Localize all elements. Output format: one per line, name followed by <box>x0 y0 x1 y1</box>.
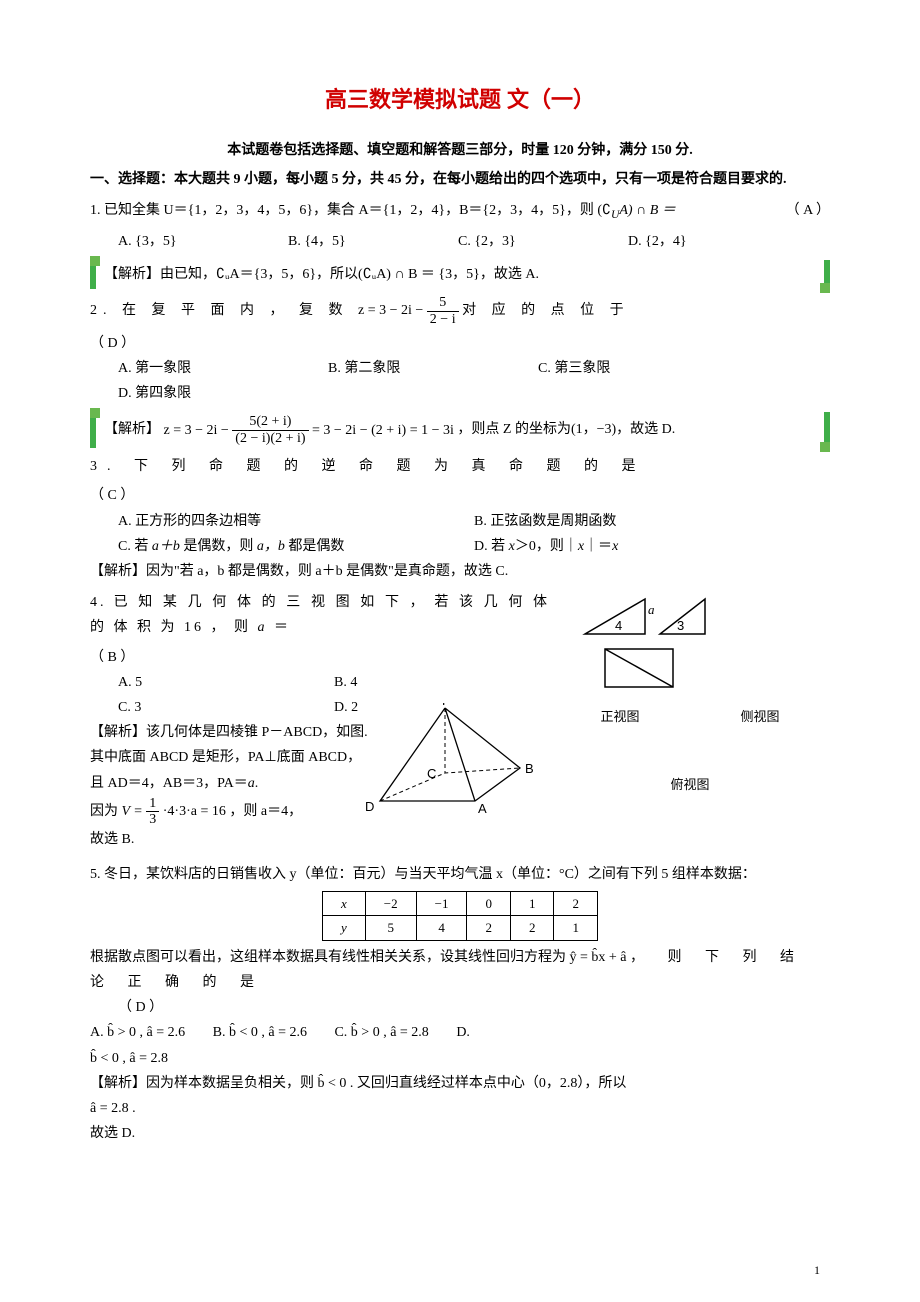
q2-tail: 对 应 的 点 位 于 <box>462 303 630 318</box>
svg-text:B: B <box>525 761 534 776</box>
q1-text2: A) ∩ B ＝ <box>619 203 675 218</box>
q2-lead: 2. 在 复 平 面 内 ， 复 数 <box>90 303 358 318</box>
three-views-svg: 4 a 3 <box>550 584 830 694</box>
q2-expr-pre: z = 3 − 2i − <box>358 303 427 318</box>
q1-options: A. {3，5} B. {4，5} C. {2，3} D. {2，4} <box>90 229 830 254</box>
q1-optD: D. {2，4} <box>628 229 798 254</box>
q3-answer: （ C ） <box>90 483 830 508</box>
q2-options: A. 第一象限 B. 第二象限 C. 第三象限 D. 第四象限 <box>90 356 830 406</box>
svg-text:a: a <box>648 602 655 617</box>
q4-figures: 4 a 3 正视图 侧视图 俯视图 <box>550 584 830 798</box>
q5-analysis: 【解析】因为样本数据呈负相关，则 b̂ < 0 . 又回归直线经过样本点中心（0… <box>90 1071 830 1147</box>
q2-analysis-box: 【解析】 z = 3 − 2i − 5(2 + i)(2 − i)(2 + i)… <box>90 412 830 448</box>
q5-optA: A. b̂ > 0 , â = 2.6 <box>90 1025 185 1040</box>
q1-answer: （ A ） <box>786 198 830 223</box>
q5-optB: B. b̂ < 0 , â = 2.6 <box>213 1025 307 1040</box>
page-title: 高三数学模拟试题 文（一） <box>90 80 830 120</box>
q2-optA: A. 第一象限 <box>118 356 328 381</box>
q1-optB: B. {4，5} <box>288 229 458 254</box>
svg-text:P: P <box>442 703 451 708</box>
q2-analysis-post: ，则点 Z 的坐标为(1，−3)，故选 D. <box>457 423 675 438</box>
q3-analysis: 【解析】因为"若 a，b 都是偶数，则 a＋b 是偶数"是真命题，故选 C. <box>90 559 830 584</box>
q1-text: 1. 已知全集 U＝{1，2，3，4，5，6}，集合 A＝{1，2，4}，B＝{… <box>90 203 611 218</box>
q1-analysis: 【解析】由已知，∁ᵤA＝{3，5，6}，所以(∁ᵤA) ∩ B ＝ {3，5}，… <box>104 267 539 282</box>
q1-optA: A. {3，5} <box>118 229 288 254</box>
q5-optD-pre: D. <box>456 1025 470 1040</box>
question-5: 5. 冬日，某饮料店的日销售收入 y（单位：百元）与当天平均气温 x（单位：°C… <box>90 862 830 887</box>
q5-optC: C. b̂ > 0 , â = 2.8 <box>334 1025 428 1040</box>
front-view-label: 正视图 <box>575 705 665 728</box>
q2-an-num: 5(2 + i) <box>232 414 308 430</box>
pyramid-svg: P A B C D <box>350 703 550 813</box>
svg-text:4: 4 <box>615 618 622 633</box>
q3-optD: D. 若 x＞0，则｜x｜＝x <box>474 534 830 559</box>
q3-options: A. 正方形的四条边相等 B. 正弦函数是周期函数 C. 若 a＋b 是偶数，则… <box>90 509 830 559</box>
q5-optD: b̂ < 0 , â = 2.8 <box>90 1046 830 1071</box>
q2-an-den: (2 − i)(2 + i) <box>232 431 308 446</box>
q4-optC: C. 3 <box>118 695 334 720</box>
q1-optC: C. {2，3} <box>458 229 628 254</box>
q3-optB: B. 正弦函数是周期函数 <box>474 509 830 534</box>
subtitle: 本试题卷包括选择题、填空题和解答题三部分，时量 120 分钟，满分 150 分. <box>90 138 830 163</box>
q2-answer: （ D ） <box>90 331 830 356</box>
q2-an-expr: z = 3 − 2i − <box>164 423 233 438</box>
question-1: 1. 已知全集 U＝{1，2，3，4，5，6}，集合 A＝{1，2，4}，B＝{… <box>90 198 830 225</box>
q3-text: 3. 下 列 命 题 的 逆 命 题 为 真 命 题 的 是 <box>90 459 646 474</box>
q2-den: 2 − i <box>427 312 459 327</box>
question-4: 4. 已 知 某 几 何 体 的 三 视 图 如 下 ， 若 该 几 何 体 的… <box>90 590 550 640</box>
question-3: 3. 下 列 命 题 的 逆 命 题 为 真 命 题 的 是 <box>90 454 830 479</box>
q5-answer: （ D ） <box>90 995 830 1020</box>
q5-table: x−2−1012 y54221 <box>322 891 598 941</box>
q5-options: A. b̂ > 0 , â = 2.6 B. b̂ < 0 , â = 2.6 … <box>90 1020 830 1045</box>
q2-optB: B. 第二象限 <box>328 356 538 381</box>
q2-optC: C. 第三象限 <box>538 356 748 381</box>
svg-text:3: 3 <box>677 618 684 633</box>
q3-optC: C. 若 a＋b 是偶数，则 a，b 都是偶数 <box>118 534 474 559</box>
q2-optD: D. 第四象限 <box>118 381 328 406</box>
q1-analysis-box: 【解析】由已知，∁ᵤA＝{3，5，6}，所以(∁ᵤA) ∩ B ＝ {3，5}，… <box>90 260 830 289</box>
svg-text:A: A <box>478 801 487 813</box>
section1-header: 一、选择题：本大题共 9 小题，每小题 5 分，共 45 分，在每小题给出的四个… <box>118 167 830 192</box>
q4-answer: （ B ） <box>90 645 550 670</box>
svg-text:D: D <box>365 799 374 813</box>
q4-optB: B. 4 <box>334 670 550 695</box>
side-view-label: 侧视图 <box>715 705 805 728</box>
question-2: 2. 在 复 平 面 内 ， 复 数 z = 3 − 2i − 52 − i 对… <box>90 295 830 327</box>
top-view-label: 俯视图 <box>670 773 709 796</box>
q5-text2: 根据散点图可以看出，这组样本数据具有线性相关关系，设其线性回归方程为 ŷ = b… <box>90 945 830 995</box>
q2-an-mid: = 3 − 2i − (2 + i) = 1 − 3i <box>312 423 454 438</box>
q2-analysis-pre: 【解析】 <box>104 423 160 438</box>
svg-text:C: C <box>427 766 436 781</box>
q3-optA: A. 正方形的四条边相等 <box>118 509 474 534</box>
q4-optA: A. 5 <box>118 670 334 695</box>
q2-num: 5 <box>427 295 459 311</box>
page-number: 1 <box>814 1260 820 1282</box>
